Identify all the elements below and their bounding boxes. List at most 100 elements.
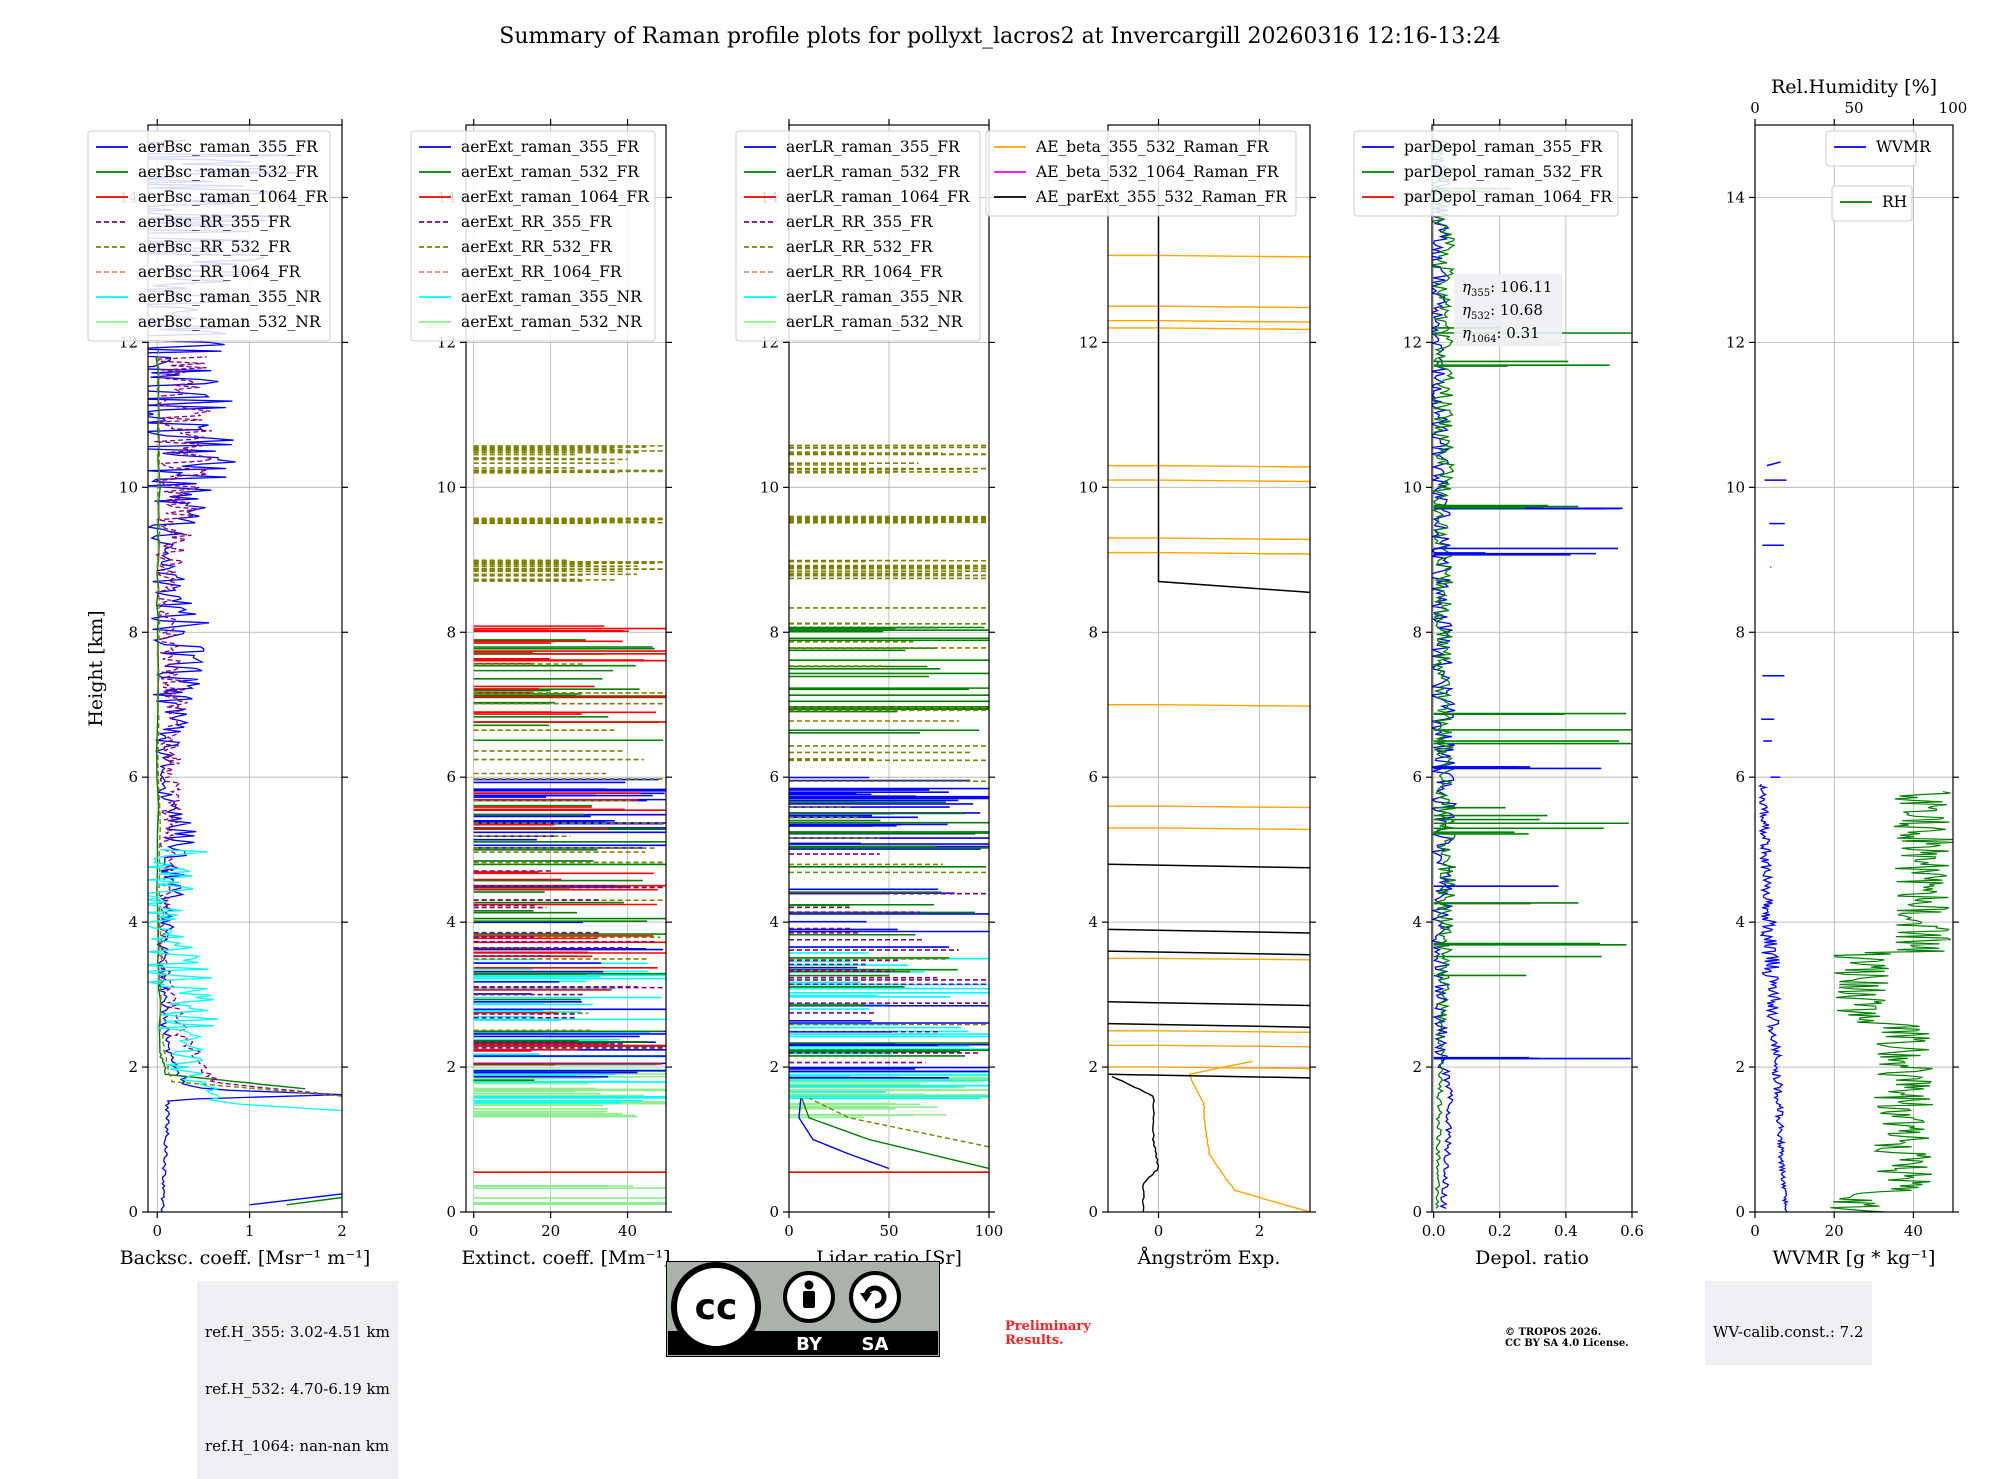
y-tick-label: 8 xyxy=(128,623,138,641)
y-tick-label: 12 xyxy=(1403,333,1422,351)
y-tick-label: 2 xyxy=(128,1058,138,1076)
legend: aerExt_raman_355_FR aerExt_raman_532_FRae… xyxy=(410,130,656,342)
wv-calibration-box: WV-calib.const.: 7.2 xyxy=(1705,1281,1872,1365)
angstrom-355-532-segment-12 xyxy=(1108,1030,1310,1034)
figure-title: Summary of Raman profile plots for polly… xyxy=(499,24,1500,49)
angstrom-parext-segment-3 xyxy=(1108,1001,1310,1007)
legend: aerLR_raman_355_FR aerLR_raman_532_FR aerL… xyxy=(735,130,981,342)
legend-entry: aerLR_raman_532_FR xyxy=(786,163,961,181)
legend-frame xyxy=(87,130,331,342)
y-tick-label: 8 xyxy=(446,623,456,641)
legend-entry: aerExt_raman_355_FR xyxy=(461,138,640,156)
angstrom-355-532-segment-1 xyxy=(1108,305,1310,309)
angstrom-355-532-segment-8 xyxy=(1108,704,1310,707)
x-tick-label: 0 xyxy=(1154,1222,1164,1240)
angstrom-parext-segment-4 xyxy=(1108,1022,1310,1028)
x-tick-label: 1 xyxy=(245,1222,255,1240)
panel-wv: 0 2 4 6 8 10 12 14 0 20 40 WVMR [g * kg⁻¹] 0 50 100Rel… xyxy=(1726,76,1967,1269)
x-tick-label: 0 xyxy=(469,1222,479,1240)
top-x-tick-label: 100 xyxy=(1939,99,1968,117)
relative-humidity-trace xyxy=(1830,791,1953,1212)
preliminary-results-note: Preliminary Results. xyxy=(1005,1320,1091,1348)
legend-frame xyxy=(1825,130,1917,167)
y-tick-label: 12 xyxy=(1079,333,1098,351)
angstrom-355-532-segment-10 xyxy=(1108,827,1310,831)
y-tick-label: 0 xyxy=(1088,1203,1098,1221)
panel-ae: 0246810121402Ångström Exp.AE_beta_355_53… xyxy=(985,119,1316,1269)
legend: parDepol_raman_355_FR parDepol_raman_532_… xyxy=(1353,130,1619,217)
y-tick-label: 0 xyxy=(1412,1203,1422,1221)
legend-entry: aerLR_raman_532_NR xyxy=(786,313,964,331)
plot-area xyxy=(1108,161,1310,1212)
y-tick-label: 8 xyxy=(1735,623,1745,641)
panel-ext: 0246810121402040Extinct. coeff. [Mm⁻¹]ae… xyxy=(410,119,672,1269)
legend-frame xyxy=(1831,185,1913,222)
y-tick-label: 10 xyxy=(1403,478,1422,496)
ref-height-355: ref.H_355: 3.02-4.51 km xyxy=(205,1323,390,1341)
legend-entry: aerLR_raman_355_FR xyxy=(786,138,961,156)
x-tick-label: 0 xyxy=(1750,1222,1760,1240)
y-tick-label: 0 xyxy=(446,1203,456,1221)
axes-frame xyxy=(465,124,667,1213)
preliminary-line-1: Preliminary xyxy=(1005,1319,1091,1334)
x-axis-label: Extinct. coeff. [Mm⁻¹] xyxy=(461,1247,670,1269)
y-tick-label: 2 xyxy=(446,1058,456,1076)
x-tick-label: 50 xyxy=(879,1222,898,1240)
wv-calibration-constant: WV-calib.const.: 7.2 xyxy=(1713,1323,1864,1341)
figure-canvas: Summary of Raman profile plots for polly… xyxy=(85,24,1967,1269)
backscatter-trace-nearfield xyxy=(249,1193,342,1206)
sa-label: SA xyxy=(862,1334,889,1355)
axes-frame xyxy=(1107,124,1311,1213)
angstrom-parext-segment-1 xyxy=(1108,928,1310,934)
legend-entry: aerLR_RR_1064_FR xyxy=(786,263,944,281)
annotation-frame xyxy=(1454,274,1562,346)
lidar-constant-532: η532: 10.68 xyxy=(1462,301,1543,322)
share-alike-icon xyxy=(849,1271,901,1323)
y-tick-label: 6 xyxy=(446,768,456,786)
backscatter-trace-2 xyxy=(154,356,342,1097)
legend-entry: aerBsc_RR_355_FR xyxy=(138,213,292,231)
angstrom-parext-upper xyxy=(1157,161,1310,594)
preliminary-line-2: Results. xyxy=(1005,1333,1064,1348)
legend-entry: aerBsc_raman_532_FR xyxy=(138,163,319,181)
y-tick-label: 4 xyxy=(128,913,138,931)
lidar-constant-355: η355: 106.11 xyxy=(1462,278,1552,299)
wvmr-trace xyxy=(1758,783,1789,1212)
y-tick-label: 10 xyxy=(119,478,138,496)
legend-entry: aerExt_raman_532_FR xyxy=(461,163,640,181)
y-tick-label: 0 xyxy=(1735,1203,1745,1221)
y-tick-label: 0 xyxy=(769,1203,779,1221)
y-tick-label: 8 xyxy=(769,623,779,641)
legend-entry: aerLR_raman_355_NR xyxy=(786,288,964,306)
wvmr-upper-fragment-0 xyxy=(1766,461,1781,467)
backscatter-trace-4 xyxy=(148,849,342,1112)
legend-entry: aerBsc_RR_532_FR xyxy=(138,238,292,256)
y-tick-label: 2 xyxy=(769,1058,779,1076)
backscatter-trace-3 xyxy=(156,349,342,1097)
y-tick-label: 4 xyxy=(1412,913,1422,931)
legend-entry: RH xyxy=(1882,193,1907,211)
cc-letters: cc xyxy=(695,1287,738,1328)
top-x-axis-label: Rel.Humidity [%] xyxy=(1771,76,1937,98)
x-tick-label: 0 xyxy=(784,1222,794,1240)
ref-height-532: ref.H_532: 4.70-6.19 km xyxy=(205,1380,390,1398)
legend-entry: aerExt_raman_532_NR xyxy=(461,313,643,331)
top-x-tick-label: 50 xyxy=(1844,99,1863,117)
y-tick-label: 4 xyxy=(1088,913,1098,931)
axes-frame xyxy=(1754,124,1954,1213)
legend-entry: aerLR_RR_532_FR xyxy=(786,238,934,256)
y-tick-label: 10 xyxy=(437,478,456,496)
legend-entry: parDepol_raman_1064_FR xyxy=(1404,188,1613,206)
copyright-note: © TROPOS 2026. CC BY SA 4.0 License. xyxy=(1505,1327,1629,1349)
angstrom-355-532-lower xyxy=(1188,1060,1310,1212)
reference-heights-box: ref.H_355: 3.02-4.51 km ref.H_532: 4.70-… xyxy=(197,1281,398,1479)
y-tick-label: 6 xyxy=(769,768,779,786)
y-tick-label: 12 xyxy=(1726,333,1745,351)
angstrom-355-532-segment-9 xyxy=(1108,805,1310,809)
angstrom-355-532-segment-5 xyxy=(1108,479,1310,483)
y-tick-label: 6 xyxy=(1412,768,1422,786)
backscatter-trace-nearfield-532 xyxy=(286,1196,342,1206)
axes-frame xyxy=(788,124,990,1213)
